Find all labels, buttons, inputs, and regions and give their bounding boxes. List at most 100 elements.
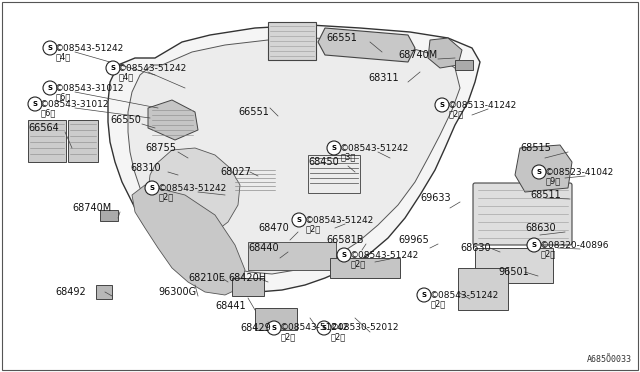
Text: 〈9〉: 〈9〉	[546, 176, 561, 186]
Text: 66551: 66551	[238, 107, 269, 117]
Text: ©08543-51242: ©08543-51242	[158, 183, 227, 192]
Text: 68210E: 68210E	[188, 273, 225, 283]
Text: S: S	[47, 45, 52, 51]
Bar	[308, 155, 360, 193]
Text: ©08523-41042: ©08523-41042	[545, 167, 614, 176]
Circle shape	[435, 98, 449, 112]
Text: 〈2〉: 〈2〉	[449, 109, 464, 119]
Text: S: S	[422, 292, 426, 298]
Text: 68630: 68630	[460, 243, 491, 253]
Polygon shape	[428, 38, 462, 68]
Polygon shape	[108, 25, 480, 292]
Text: 68740M: 68740M	[398, 50, 437, 60]
Circle shape	[267, 321, 281, 335]
Text: S: S	[440, 102, 445, 108]
Circle shape	[417, 288, 431, 302]
Bar	[330, 258, 400, 278]
Text: ©08320-40896: ©08320-40896	[540, 241, 609, 250]
Text: 〈6〉: 〈6〉	[41, 109, 56, 118]
Circle shape	[532, 165, 546, 179]
Circle shape	[337, 248, 351, 262]
Circle shape	[28, 97, 42, 111]
Text: S: S	[111, 65, 115, 71]
Bar	[68, 120, 98, 162]
Text: 68630: 68630	[525, 223, 556, 233]
Text: ©08543-51242: ©08543-51242	[305, 215, 374, 224]
Text: 68441: 68441	[215, 301, 246, 311]
Bar	[248, 242, 336, 270]
Bar	[28, 120, 66, 162]
Bar	[255, 308, 297, 330]
Circle shape	[317, 321, 331, 335]
Text: 96300G: 96300G	[158, 287, 196, 297]
Polygon shape	[128, 38, 460, 274]
Text: 66551: 66551	[326, 33, 357, 43]
Text: 68492: 68492	[55, 287, 86, 297]
Circle shape	[43, 81, 57, 95]
Text: 68740M: 68740M	[72, 203, 111, 213]
Text: 68755: 68755	[145, 143, 176, 153]
Circle shape	[145, 181, 159, 195]
Text: S: S	[536, 169, 541, 175]
Text: S: S	[342, 252, 346, 258]
Text: 〈3〉: 〈3〉	[341, 153, 356, 161]
Text: ©08543-31012: ©08543-31012	[55, 83, 125, 93]
Text: 68310: 68310	[130, 163, 161, 173]
Text: ©08543-51242: ©08543-51242	[118, 64, 188, 73]
Text: S: S	[47, 85, 52, 91]
FancyBboxPatch shape	[473, 183, 572, 245]
Text: 〈6〉: 〈6〉	[56, 93, 72, 102]
Polygon shape	[515, 145, 572, 192]
Text: 66581B: 66581B	[326, 235, 364, 245]
Text: 96501: 96501	[498, 267, 529, 277]
Bar	[100, 210, 118, 221]
Circle shape	[327, 141, 341, 155]
Text: 66564: 66564	[28, 123, 59, 133]
Bar	[268, 22, 316, 60]
Text: 68450: 68450	[308, 157, 339, 167]
Text: ©08543-51242: ©08543-51242	[430, 291, 499, 299]
Bar	[455, 60, 473, 70]
Polygon shape	[132, 185, 245, 295]
Text: 69965: 69965	[398, 235, 429, 245]
Text: 68027: 68027	[220, 167, 251, 177]
Text: 68511: 68511	[530, 190, 561, 200]
Text: S: S	[531, 242, 536, 248]
Text: 〈2〉: 〈2〉	[331, 333, 346, 341]
Text: S: S	[332, 145, 337, 151]
Text: 〈2〉: 〈2〉	[431, 299, 446, 308]
Text: S: S	[150, 185, 154, 191]
Text: 68420H: 68420H	[228, 273, 266, 283]
Text: 68429: 68429	[240, 323, 271, 333]
Text: 68515: 68515	[520, 143, 551, 153]
Text: 〈4〉: 〈4〉	[119, 73, 134, 81]
Text: ©08543-51242: ©08543-51242	[340, 144, 409, 153]
Text: ©08543-51242: ©08543-51242	[55, 44, 124, 52]
Text: 〈2〉: 〈2〉	[159, 192, 174, 202]
Text: ©08543-31012: ©08543-31012	[40, 99, 109, 109]
Text: ©08543-51242: ©08543-51242	[280, 324, 349, 333]
Circle shape	[106, 61, 120, 75]
Text: 〈2〉: 〈2〉	[541, 250, 556, 259]
Text: ©08513-41242: ©08513-41242	[448, 100, 517, 109]
Text: 68311: 68311	[368, 73, 399, 83]
Circle shape	[527, 238, 541, 252]
Polygon shape	[148, 148, 240, 238]
Text: 〈2〉: 〈2〉	[306, 224, 321, 234]
Text: ©08543-51242: ©08543-51242	[350, 250, 419, 260]
Text: 〈4〉: 〈4〉	[56, 52, 71, 61]
Text: S: S	[33, 101, 38, 107]
Polygon shape	[148, 100, 198, 140]
Text: S: S	[296, 217, 301, 223]
Text: 68470: 68470	[258, 223, 289, 233]
Text: S: S	[321, 325, 326, 331]
Text: ©08530-52012: ©08530-52012	[330, 324, 399, 333]
Text: 66550: 66550	[110, 115, 141, 125]
Circle shape	[292, 213, 306, 227]
Text: 〈2〉: 〈2〉	[351, 260, 366, 269]
Text: 〈2〉: 〈2〉	[281, 333, 296, 341]
Text: A685Õ0033: A685Õ0033	[587, 355, 632, 364]
Bar	[458, 268, 508, 310]
Text: 69633: 69633	[420, 193, 451, 203]
Circle shape	[43, 41, 57, 55]
